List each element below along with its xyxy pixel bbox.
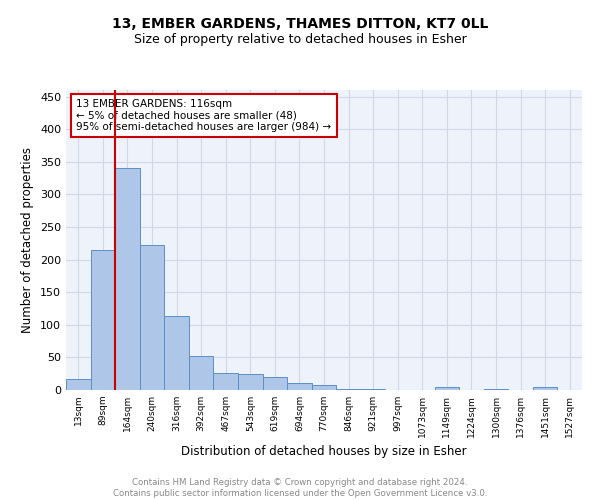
Bar [140,245,164,390]
Text: Size of property relative to detached houses in Esher: Size of property relative to detached ho… [134,32,466,46]
Bar [164,316,189,390]
Bar [115,168,140,390]
Text: 13 EMBER GARDENS: 116sqm
← 5% of detached houses are smaller (48)
95% of semi-de: 13 EMBER GARDENS: 116sqm ← 5% of detache… [76,99,331,132]
Text: Contains HM Land Registry data © Crown copyright and database right 2024.
Contai: Contains HM Land Registry data © Crown c… [113,478,487,498]
Bar [66,379,91,390]
Bar [336,388,361,390]
Y-axis label: Number of detached properties: Number of detached properties [22,147,34,333]
Text: 13, EMBER GARDENS, THAMES DITTON, KT7 0LL: 13, EMBER GARDENS, THAMES DITTON, KT7 0L… [112,18,488,32]
Bar [484,388,508,390]
Bar [189,356,214,390]
X-axis label: Distribution of detached houses by size in Esher: Distribution of detached houses by size … [181,446,467,458]
Bar [91,250,115,390]
Bar [238,374,263,390]
Bar [533,388,557,390]
Bar [214,373,238,390]
Bar [434,388,459,390]
Bar [312,386,336,390]
Bar [263,377,287,390]
Bar [287,384,312,390]
